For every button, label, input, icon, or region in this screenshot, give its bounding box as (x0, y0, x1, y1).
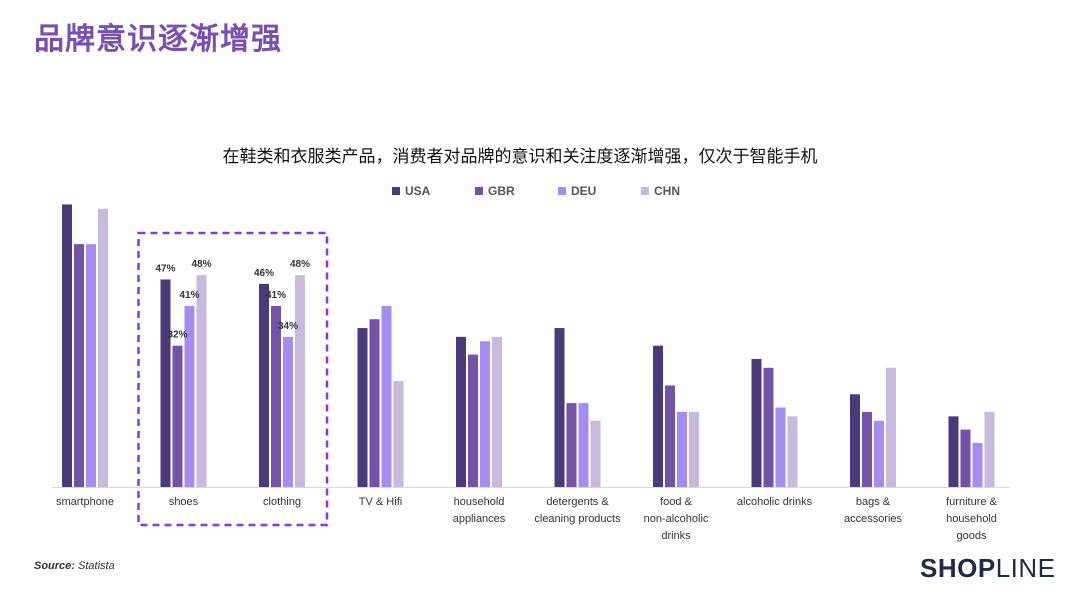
legend-label-usa: USA (405, 184, 431, 198)
bar-chn-8 (886, 367, 896, 487)
bar-usa-0 (62, 204, 72, 487)
legend-item-usa: USA (392, 184, 475, 198)
brand-left: SHOP (920, 553, 996, 583)
bar-deu-5 (578, 403, 589, 487)
bar-chn-0 (98, 208, 108, 488)
chart-subtitle: 在鞋类和衣服类产品，消费者对品牌的意识和关注度逐渐增强，仅次于智能手机 (222, 147, 818, 167)
bar-gbr-6 (665, 385, 675, 487)
legend-label-chn: CHN (654, 184, 680, 198)
source-name: Statista (78, 560, 115, 572)
bar-gbr-7 (763, 367, 774, 487)
legend-item-chn: CHN (641, 184, 724, 198)
source-note: Source: Statista (34, 560, 115, 572)
chart-legend: USA GBR DEU CHN (392, 184, 724, 198)
category-label-0: smartphone (56, 496, 114, 508)
bar-chn-4 (492, 336, 502, 487)
source-prefix: Source: (34, 560, 75, 572)
bar-usa-6 (653, 345, 663, 487)
legend-swatch-gbr (475, 187, 483, 195)
bar-usa-1 (160, 279, 171, 487)
bar-deu-4 (480, 341, 490, 487)
bar-chn-1 (196, 275, 207, 487)
legend-item-deu: DEU (558, 184, 641, 198)
category-label-8: bags & accessories (844, 496, 903, 525)
page-title: 品牌意识逐渐增强 (34, 22, 282, 57)
data-label-4: 46% (254, 268, 274, 279)
bar-gbr-1 (172, 345, 183, 487)
bar-gbr-0 (74, 244, 84, 487)
category-label-6: food & non-alcoholic drinks (644, 496, 709, 542)
data-label-2: 41% (179, 290, 199, 301)
bar-deu-7 (775, 407, 786, 487)
bar-usa-8 (850, 394, 860, 487)
bar-gbr-8 (862, 411, 872, 487)
brand-right: LINE (995, 553, 1056, 583)
bar-usa-9 (948, 416, 959, 487)
bar-gbr-2 (271, 305, 281, 487)
bar-deu-2 (283, 336, 293, 487)
bar-gbr-5 (566, 403, 577, 487)
legend-swatch-chn (641, 187, 649, 195)
bar-usa-4 (456, 336, 466, 487)
bar-usa-5 (554, 328, 565, 487)
bar-chn-6 (689, 411, 699, 487)
data-label-6: 34% (278, 321, 298, 332)
bar-deu-6 (677, 411, 687, 487)
bar-chn-2 (295, 275, 305, 487)
bar-deu-8 (874, 420, 884, 487)
bar-gbr-3 (369, 319, 380, 487)
data-label-1: 32% (167, 330, 187, 341)
bar-usa-7 (751, 358, 762, 487)
data-label-3: 48% (191, 259, 211, 270)
legend-item-gbr: GBR (475, 184, 558, 198)
bar-usa-2 (259, 283, 269, 487)
bar-chn-9 (984, 411, 995, 487)
data-label-7: 48% (290, 259, 310, 270)
legend-label-deu: DEU (571, 184, 597, 198)
category-label-1: shoes (169, 496, 199, 508)
bar-gbr-4 (468, 354, 478, 487)
category-label-7: alcoholic drinks (737, 496, 813, 508)
data-label-0: 47% (155, 263, 175, 274)
bar-deu-9 (972, 442, 983, 487)
legend-swatch-deu (558, 187, 566, 195)
bar-deu-3 (381, 305, 392, 487)
bar-chn-3 (393, 381, 404, 487)
shopline-logo: SHOP LINE (920, 553, 1056, 584)
bar-chn-7 (787, 416, 798, 487)
legend-label-gbr: GBR (488, 184, 515, 198)
category-label-4: household appliances (453, 496, 506, 525)
category-label-5: detergents & cleaning products (534, 496, 621, 525)
bar-deu-0 (86, 244, 96, 487)
category-label-2: clothing (263, 496, 301, 508)
category-label-9: furniture & household goods (946, 496, 997, 542)
bar-deu-1 (184, 305, 195, 487)
category-label-3: TV & Hifi (359, 496, 402, 508)
bar-usa-3 (357, 328, 368, 487)
bar-chn-5 (590, 420, 601, 487)
legend-swatch-usa (392, 187, 400, 195)
bar-gbr-9 (960, 429, 971, 487)
data-label-5: 41% (266, 290, 286, 301)
